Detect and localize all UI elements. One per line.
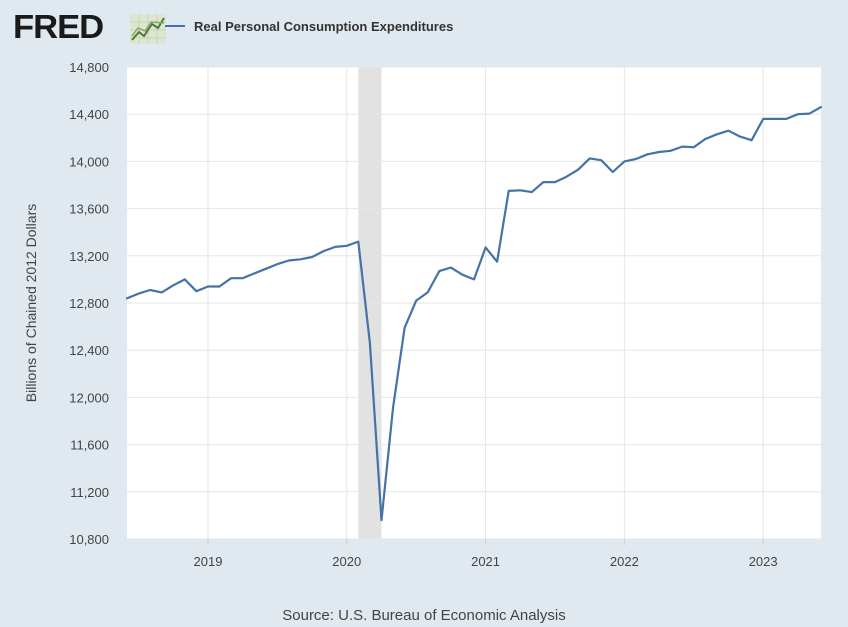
y-tick-label: 12,800 <box>69 296 109 311</box>
legend-label: Real Personal Consumption Expenditures <box>194 18 454 34</box>
y-tick-label: 11,600 <box>70 438 109 453</box>
y-tick-label: 13,600 <box>69 202 109 217</box>
source-note: Source: U.S. Bureau of Economic Analysis <box>282 607 566 624</box>
y-tick-label: 14,400 <box>69 107 109 122</box>
y-tick-label: 12,000 <box>69 390 109 405</box>
chart-legend[interactable]: Real Personal Consumption Expenditures <box>165 17 453 35</box>
legend-swatch <box>165 25 185 27</box>
x-tick-label: 2021 <box>471 554 500 569</box>
y-tick-label: 12,400 <box>69 343 109 358</box>
y-tick-label: 14,000 <box>69 154 109 169</box>
y-tick-label: 11,200 <box>70 485 109 500</box>
x-tick-label: 2022 <box>610 554 639 569</box>
x-tick-label: 2023 <box>749 554 778 569</box>
header: FRED Real Personal Consumption Expenditu… <box>0 0 848 50</box>
x-tick-label: 2019 <box>194 554 223 569</box>
chart-line-icon <box>130 14 166 44</box>
x-tick-label: 2020 <box>332 554 361 569</box>
y-tick-label: 14,800 <box>69 60 109 75</box>
logo-text: FRED <box>13 8 104 45</box>
y-tick-label: 13,200 <box>69 249 109 264</box>
y-axis-label: Billions of Chained 2012 Dollars <box>23 204 39 402</box>
y-tick-label: 10,800 <box>69 532 109 547</box>
series-line <box>125 105 823 522</box>
